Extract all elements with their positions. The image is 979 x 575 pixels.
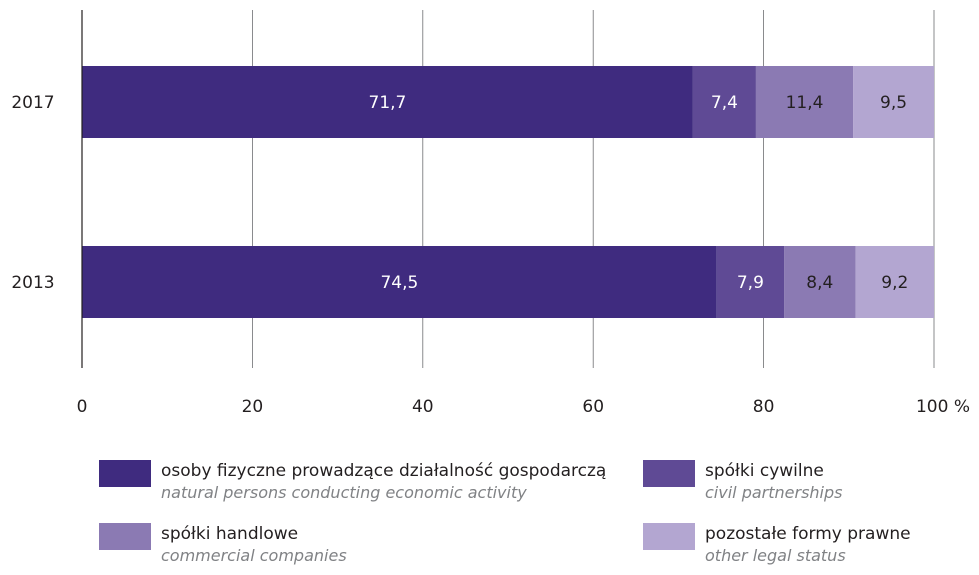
data-label: 7,4 [711, 93, 738, 113]
data-label: 8,4 [806, 273, 833, 293]
x-tick-label: 40 [412, 397, 434, 417]
data-label: 71,7 [369, 93, 407, 113]
x-tick-label: 60 [582, 397, 604, 417]
legend-label-civil-partnerships-en: civil partnerships [705, 483, 843, 502]
legend-label-other-legal-status-en: other legal status [705, 546, 846, 565]
bar-segment [716, 246, 785, 318]
legend-label-commercial-companies: spółki handlowe [161, 524, 299, 544]
axes: 2017 2013 0 20 40 60 80 100 % [11, 10, 970, 417]
legend-swatch-natural-persons [99, 460, 151, 487]
category-label: 2017 [11, 93, 54, 113]
bar-segment [82, 66, 693, 138]
legend-label-other-legal-status: pozostałe formy prawne [705, 524, 911, 544]
legend-swatch-civil-partnerships [643, 460, 695, 487]
x-tick-label: 20 [242, 397, 264, 417]
x-tick-label: 100 % [916, 397, 970, 417]
bar-segment [853, 66, 934, 138]
legend-item-natural-persons: osoby fizyczne prowadzące działalność go… [99, 460, 606, 504]
legend-item-civil-partnerships: spółki cywilne civil partnerships [643, 460, 842, 504]
bar-segment [755, 66, 854, 138]
bar-segment [692, 66, 756, 138]
bar-segment [784, 246, 856, 318]
legend-label-natural-persons-en: natural persons conducting economic acti… [161, 483, 527, 502]
legend-item-commercial-companies: spółki handlowe commercial companies [99, 523, 347, 567]
bars: 71,7 7,4 11,4 9,5 74,5 7,9 8,4 9,2 [82, 66, 934, 318]
data-label: 9,2 [881, 273, 908, 293]
legend-label-civil-partnerships: spółki cywilne [705, 461, 824, 481]
category-label: 2013 [11, 273, 54, 293]
stacked-bar-chart: 71,7 7,4 11,4 9,5 74,5 7,9 8,4 9,2 2017 2013 0 20 4… [11, 10, 970, 417]
data-label: 74,5 [380, 273, 418, 293]
bar-segment [855, 246, 934, 318]
bar-segment [82, 246, 717, 318]
x-tick-label: 80 [753, 397, 775, 417]
legend-label-natural-persons: osoby fizyczne prowadzące działalność go… [161, 461, 607, 481]
data-label: 7,9 [737, 273, 764, 293]
data-label: 9,5 [880, 93, 907, 113]
legend-label-commercial-companies-en: commercial companies [161, 546, 347, 565]
legend-swatch-commercial-companies [99, 523, 151, 550]
legend-item-other-legal-status: pozostałe formy prawne other legal statu… [643, 523, 911, 567]
x-tick-label: 0 [77, 397, 88, 417]
legend-swatch-other-legal-status [643, 523, 695, 550]
data-label: 11,4 [786, 93, 824, 113]
